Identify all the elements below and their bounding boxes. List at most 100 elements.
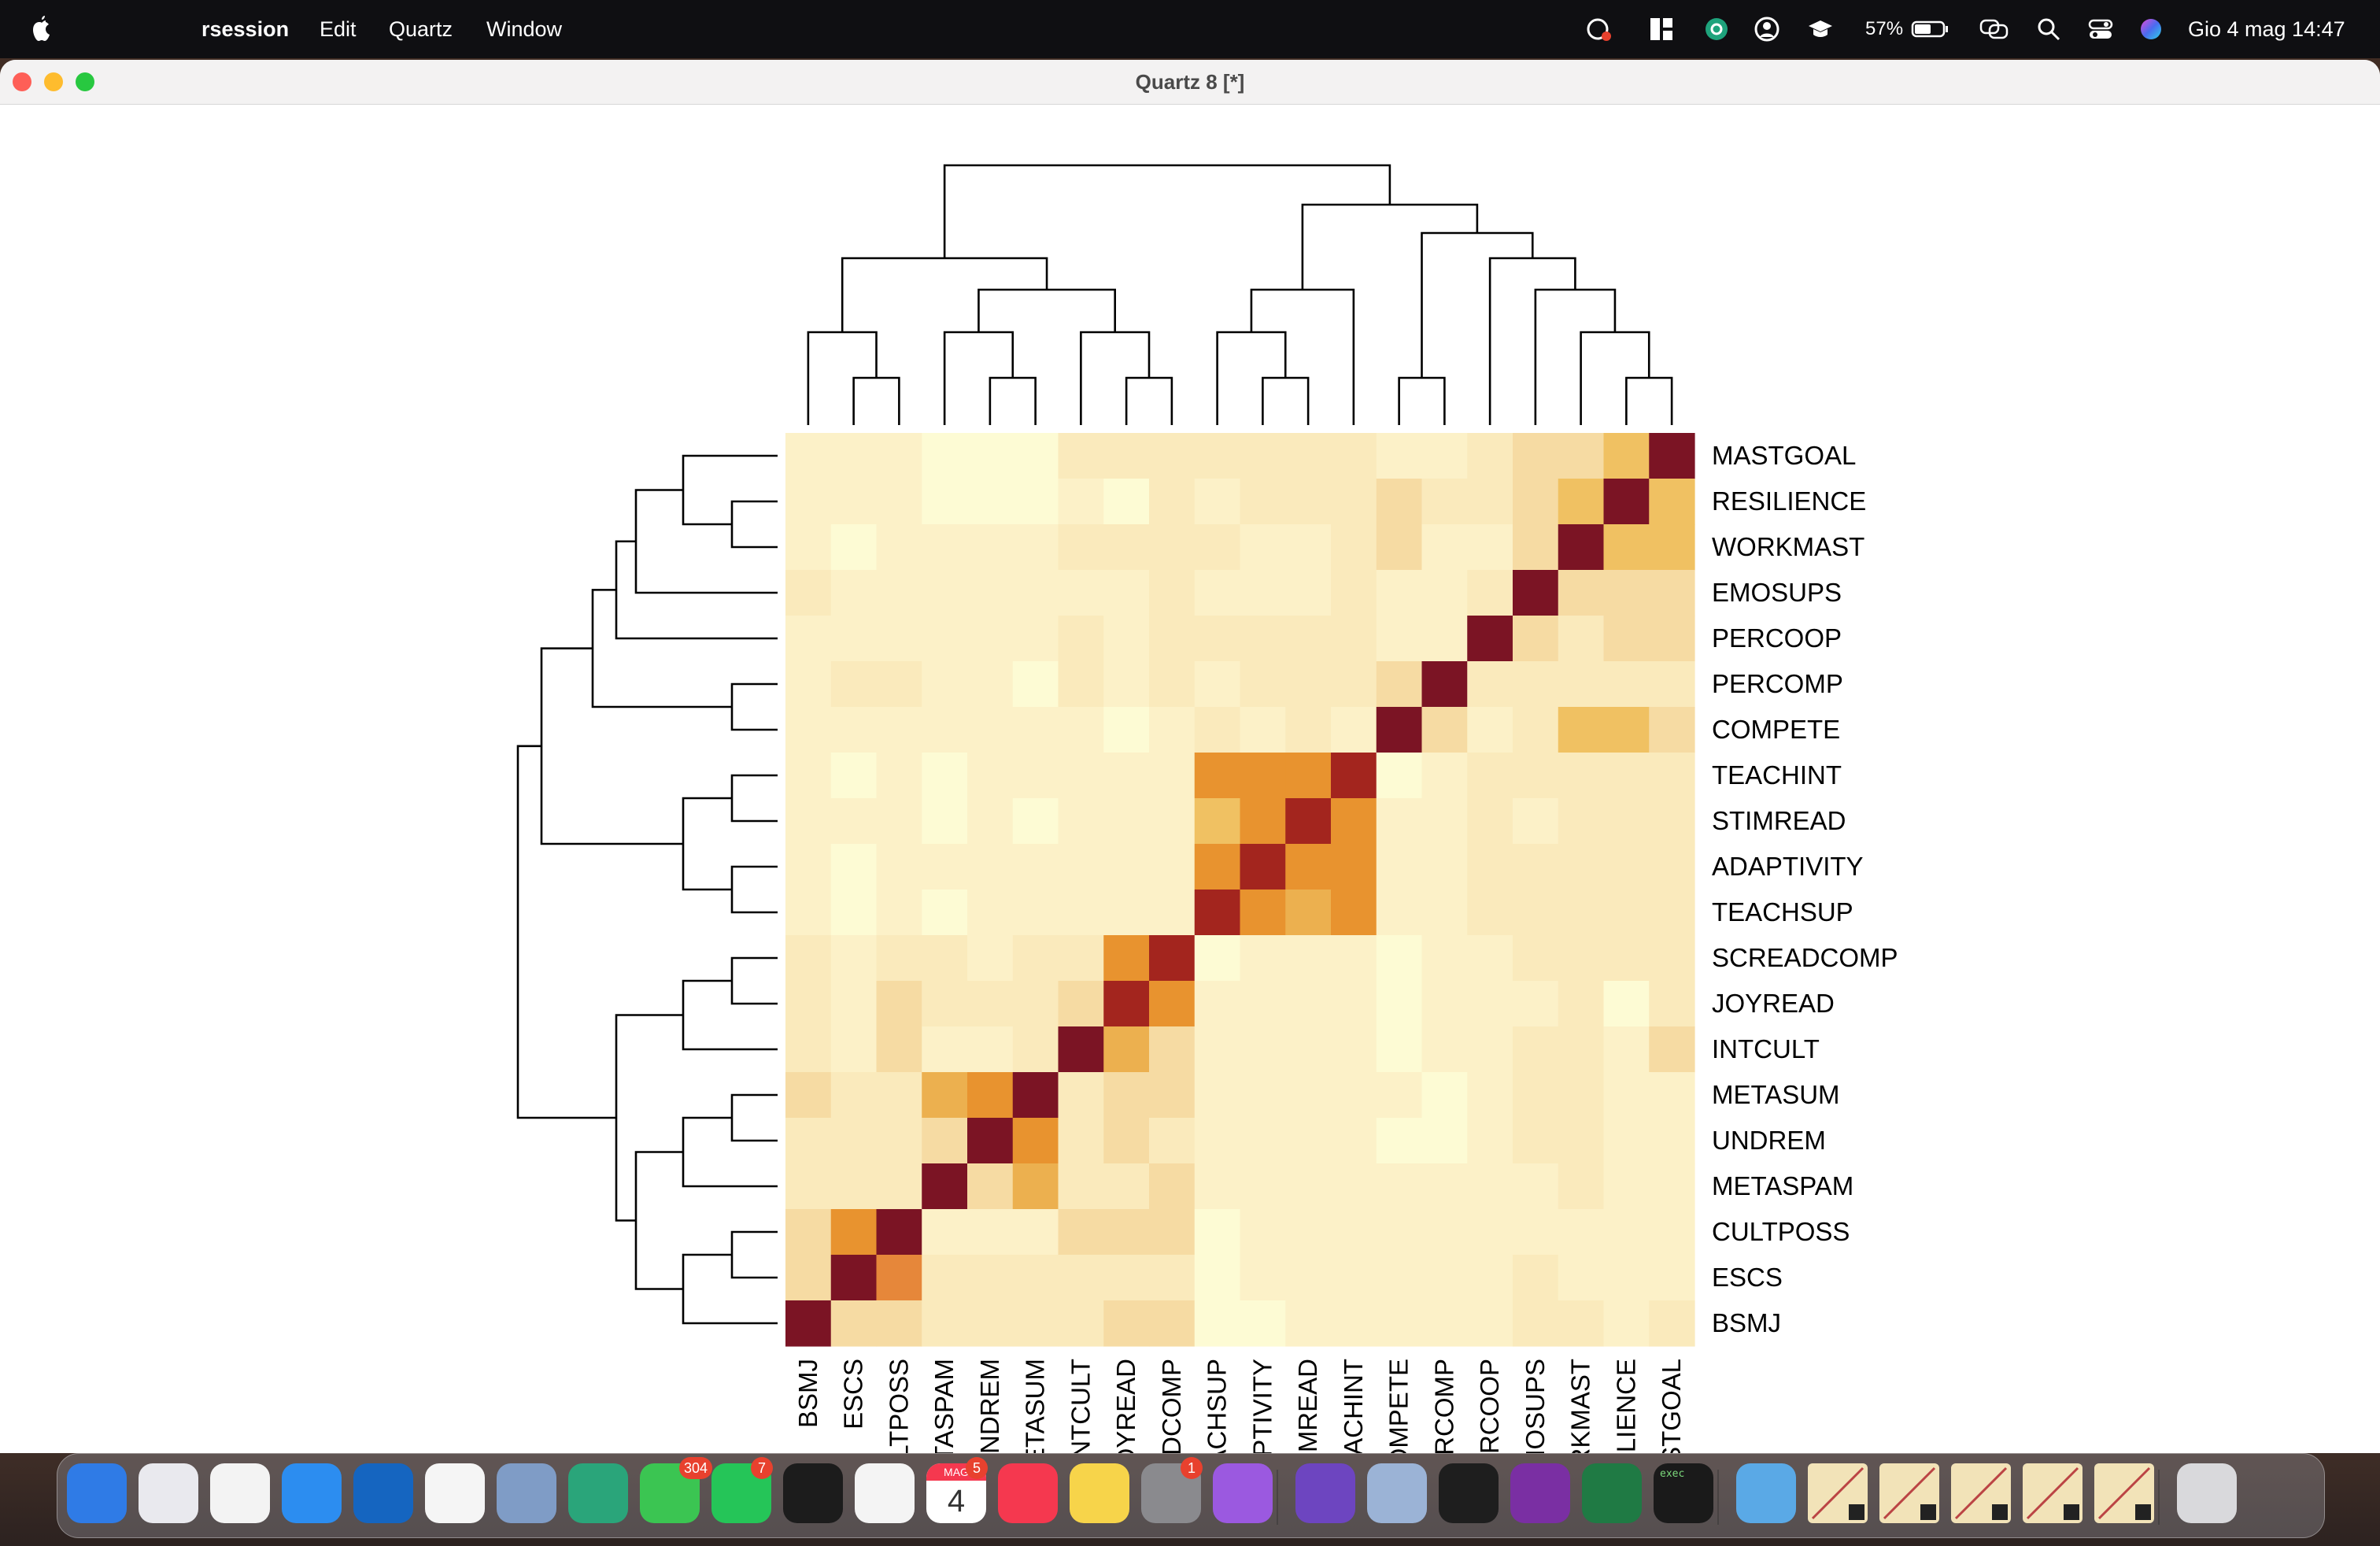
row-label: TEACHSUP (1712, 897, 1853, 926)
window-menu[interactable]: Window (486, 17, 563, 41)
close-window-button[interactable] (13, 72, 31, 91)
spotify-icon[interactable] (783, 1463, 843, 1523)
heatmap-cell (1285, 1255, 1332, 1301)
downloads-folder-icon[interactable] (1736, 1463, 1796, 1523)
heatmap-cell (922, 890, 968, 936)
onenote-icon[interactable] (1510, 1463, 1570, 1523)
heatmap-cell (1513, 1072, 1559, 1119)
plot-thumbnail-icon[interactable] (2023, 1463, 2082, 1523)
heatmap-cell (1058, 844, 1104, 890)
title-bar[interactable]: Quartz 8 [*] (0, 60, 2380, 105)
heatmap-cell (1558, 935, 1605, 982)
heatmap-cell (1012, 1026, 1059, 1073)
heatmap-cell (876, 935, 922, 982)
heatmap-cell (876, 1163, 922, 1210)
heatmap-cell (1331, 1300, 1377, 1347)
dendrogram-branch (591, 589, 732, 708)
heatmap-cell (1240, 661, 1286, 708)
safari-icon[interactable] (282, 1463, 342, 1523)
r-icon[interactable] (497, 1463, 556, 1523)
heatmap-cell (1649, 570, 1695, 616)
outlook-icon[interactable] (353, 1463, 413, 1523)
heatmap-cell (1649, 479, 1695, 525)
heatmap-cell (1012, 661, 1059, 708)
heatmap-cell (922, 524, 968, 571)
quartz-menu[interactable]: Quartz (389, 17, 453, 41)
terminal-icon[interactable] (1439, 1463, 1499, 1523)
dendrogram-branch (682, 454, 778, 526)
heatmap-cell (922, 753, 968, 799)
notes-icon[interactable] (1070, 1463, 1129, 1523)
heatmap-cell (1194, 1209, 1241, 1256)
heatmap-cell (1467, 798, 1513, 845)
heatmap-cell (1603, 753, 1650, 799)
heatmap-cell (1376, 616, 1423, 662)
github-icon[interactable] (1295, 1463, 1355, 1523)
screen-mirroring-icon[interactable] (1979, 16, 2010, 43)
plot-thumbnail-icon[interactable] (2094, 1463, 2154, 1523)
heatmap-cell (1240, 524, 1286, 571)
exec-icon[interactable]: exec (1654, 1463, 1713, 1523)
user-icon[interactable] (1754, 16, 1780, 43)
heatmap-cell (967, 616, 1014, 662)
heatmap-cell (830, 753, 878, 799)
dendrogram-branch (1125, 376, 1173, 425)
heatmap-cell (1149, 844, 1196, 890)
graduation-cap-icon[interactable] (1807, 16, 1834, 43)
heatmap-cell (1376, 1209, 1423, 1256)
plot-thumbnail-preview (1883, 1466, 1936, 1520)
heatmap-cell (1331, 890, 1377, 936)
heatmap-cell (1012, 753, 1059, 799)
preview-icon[interactable] (1367, 1463, 1427, 1523)
heatmap-cell (1603, 707, 1650, 753)
sync-icon[interactable] (568, 1463, 628, 1523)
heatmap-cell (1194, 798, 1241, 845)
heatmap-cell (1603, 1026, 1650, 1073)
battery-icon[interactable] (1911, 16, 1950, 43)
heatmap-cell (967, 433, 1014, 479)
grammarly-icon[interactable] (1703, 16, 1730, 43)
heatmap-cell (1194, 479, 1241, 525)
photos-icon[interactable] (855, 1463, 915, 1523)
heatmap-cell (1285, 798, 1332, 845)
vscode-icon[interactable] (425, 1463, 485, 1523)
dendrogram-branch (516, 745, 616, 1119)
apple-icon[interactable] (28, 16, 54, 43)
trash-icon[interactable] (2177, 1463, 2237, 1523)
heatmap-cell (967, 844, 1014, 890)
heatmap-cell (830, 1209, 878, 1256)
heatmap-cell (1421, 433, 1468, 479)
heatmap-cell (967, 1255, 1014, 1301)
textedit-icon[interactable] (210, 1463, 270, 1523)
feedback-icon[interactable] (1213, 1463, 1273, 1523)
finder-icon[interactable] (67, 1463, 127, 1523)
heatmap-cell (1558, 524, 1605, 571)
heatmap-cells (785, 433, 1695, 1347)
edit-menu[interactable]: Edit (320, 17, 357, 41)
app-menu[interactable]: rsession (201, 17, 290, 41)
layout-icon[interactable] (1648, 16, 1675, 43)
heatmap-cell (1421, 981, 1468, 1027)
zoom-window-button[interactable] (76, 72, 94, 91)
heatmap-cell (1331, 935, 1377, 982)
heatmap-cell (785, 981, 832, 1027)
plot-thumbnail-icon[interactable] (1879, 1463, 1939, 1523)
minimize-window-button[interactable] (44, 72, 63, 91)
plot-thumbnail-icon[interactable] (1808, 1463, 1868, 1523)
search-icon[interactable] (2035, 16, 2062, 43)
heatmap-cell (1467, 753, 1513, 799)
heatmap-cell (922, 1118, 968, 1164)
clock[interactable]: Gio 4 mag 14:47 (2188, 17, 2345, 41)
excel-icon[interactable] (1582, 1463, 1642, 1523)
heatmap-plot: MASTGOAL RESILIENCE WORKMAST EMOSUPS PERCOOP… (516, 164, 1898, 1453)
heatmap-cell (830, 661, 878, 708)
heatmap-cell (1421, 479, 1468, 525)
row-label: ESCS (1712, 1263, 1783, 1292)
siri-icon[interactable] (2138, 16, 2164, 43)
dendrogram-branch (1421, 231, 1534, 378)
music-icon[interactable] (998, 1463, 1058, 1523)
launchpad-icon[interactable] (139, 1463, 198, 1523)
control-center-icon[interactable] (2087, 16, 2114, 43)
webex-icon[interactable] (1585, 16, 1612, 43)
plot-thumbnail-icon[interactable] (1951, 1463, 2011, 1523)
